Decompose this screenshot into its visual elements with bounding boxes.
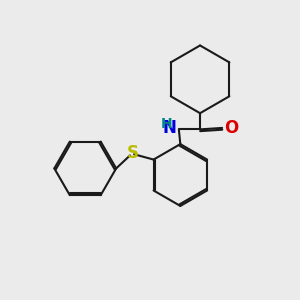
Text: O: O — [224, 119, 239, 137]
Text: H: H — [161, 117, 172, 131]
Text: S: S — [126, 144, 138, 162]
Text: N: N — [163, 119, 176, 137]
